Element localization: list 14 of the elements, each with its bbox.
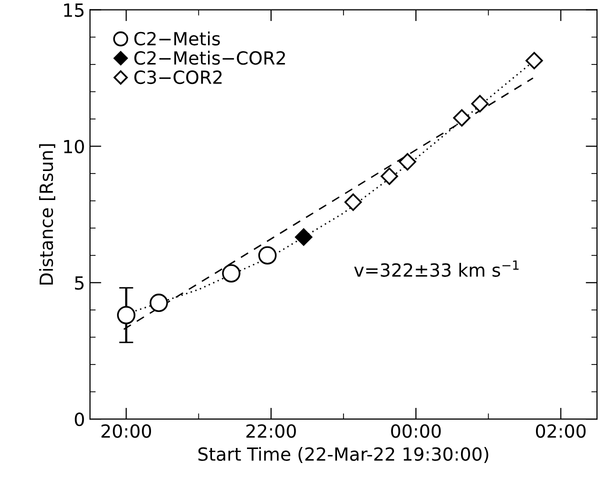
y-tick-label: 0 <box>74 412 84 426</box>
x-tick-label: 00:00 <box>391 424 441 438</box>
y-tick-label: 10 <box>64 140 84 154</box>
x-tick-label: 22:00 <box>246 424 296 438</box>
annotation: v=322±33 km s$^{−1}$ <box>354 260 519 277</box>
legend-label: C2−Metis−COR2 <box>134 50 285 65</box>
x-tick-label: 20:00 <box>102 424 152 438</box>
x-tick-label: 02:00 <box>536 424 586 438</box>
x-axis-title: Start Time (22-Mar-22 19:30:00) <box>198 446 488 464</box>
legend-label: C2−Metis <box>134 32 220 46</box>
y-axis-title: Distance [Rsun] <box>39 144 56 284</box>
y-tick-label: 15 <box>64 4 84 17</box>
y-tick-label: 5 <box>75 276 84 290</box>
legend-label: C3−COR2 <box>134 70 222 84</box>
